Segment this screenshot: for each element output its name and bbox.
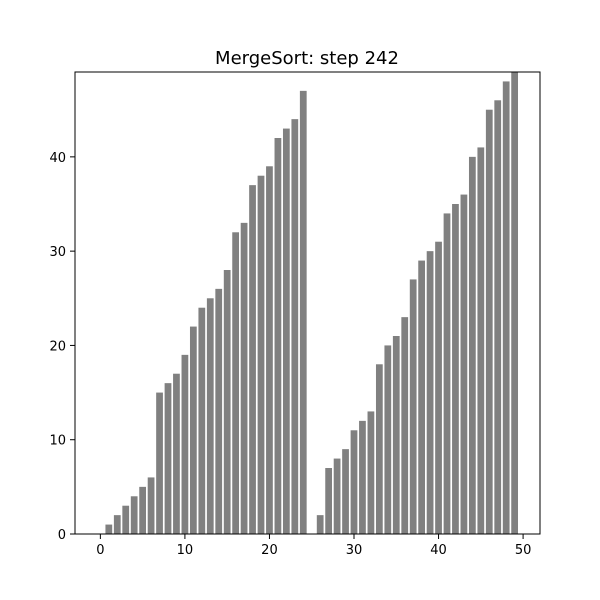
bar-3 xyxy=(122,505,130,534)
bar-41 xyxy=(443,213,451,534)
y-tick-label-40: 40 xyxy=(49,151,66,166)
bar-43 xyxy=(460,194,468,534)
bar-45 xyxy=(477,147,485,534)
bar-19 xyxy=(257,175,265,534)
bar-4 xyxy=(130,496,138,534)
bar-40 xyxy=(435,241,442,534)
bar-39 xyxy=(426,251,434,534)
y-tick-label-20: 20 xyxy=(49,339,66,354)
chart-title: MergeSort: step 242 xyxy=(215,48,399,69)
bar-31 xyxy=(359,420,366,534)
bar-49 xyxy=(511,72,519,534)
bar-46 xyxy=(485,109,493,535)
bar-42 xyxy=(452,204,459,534)
bar-17 xyxy=(240,222,248,535)
bar-16 xyxy=(232,232,240,535)
bar-2 xyxy=(113,515,121,534)
bar-29 xyxy=(342,449,349,534)
bar-14 xyxy=(215,288,223,534)
bar-37 xyxy=(409,279,417,534)
x-tick-label-20: 20 xyxy=(261,543,278,558)
bar-48 xyxy=(502,81,510,535)
x-tick-label-50: 50 xyxy=(515,543,532,558)
bar-1 xyxy=(105,524,113,534)
bar-10 xyxy=(181,354,189,534)
bar-23 xyxy=(291,119,299,534)
bar-34 xyxy=(384,345,392,534)
bars xyxy=(105,72,519,535)
bar-5 xyxy=(139,486,147,534)
bar-13 xyxy=(206,298,214,534)
bar-18 xyxy=(249,185,256,534)
bar-30 xyxy=(350,430,358,534)
x-axis: 0 10 20 30 40 50 xyxy=(96,534,531,558)
bar-20 xyxy=(266,166,273,535)
x-tick-label-40: 40 xyxy=(430,543,447,558)
bar-35 xyxy=(392,336,400,534)
bar-36 xyxy=(401,317,409,534)
bar-47 xyxy=(494,100,502,534)
bar-22 xyxy=(282,128,290,534)
x-tick-label-30: 30 xyxy=(346,543,363,558)
bar-11 xyxy=(189,326,197,534)
bar-38 xyxy=(418,260,426,534)
bar-7 xyxy=(156,392,163,534)
bar-12 xyxy=(198,307,206,534)
bar-8 xyxy=(164,383,172,534)
x-tick-label-10: 10 xyxy=(177,543,194,558)
bar-6 xyxy=(147,477,155,534)
y-tick-label-10: 10 xyxy=(49,434,66,449)
plot-frame xyxy=(74,71,541,535)
bar-24 xyxy=(299,90,307,535)
bar-27 xyxy=(325,468,333,534)
x-tick-label-0: 0 xyxy=(96,543,104,558)
bar-32 xyxy=(367,411,375,534)
bar-26 xyxy=(316,515,324,534)
y-axis: 0 10 20 30 40 xyxy=(49,151,75,543)
bar-15 xyxy=(223,270,231,534)
bar-33 xyxy=(375,364,383,534)
bar-21 xyxy=(274,138,282,534)
bar-44 xyxy=(468,156,476,535)
bar-9 xyxy=(173,373,180,534)
y-tick-label-0: 0 xyxy=(58,528,66,543)
bar-28 xyxy=(333,458,341,534)
y-tick-label-30: 30 xyxy=(49,245,66,260)
